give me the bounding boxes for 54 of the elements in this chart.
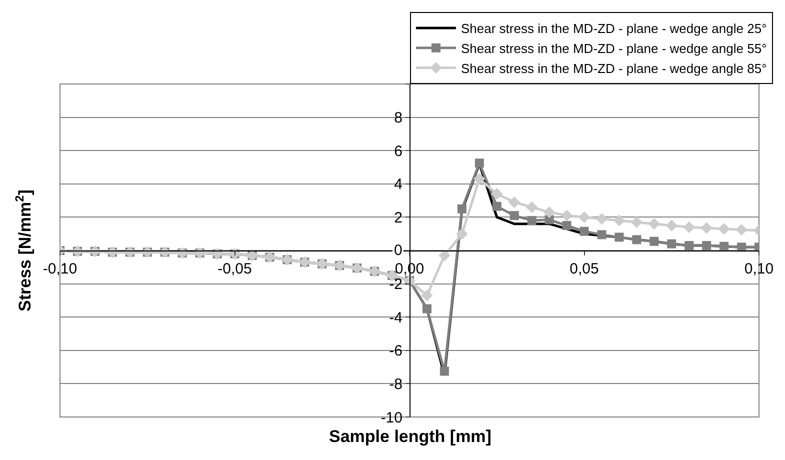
point [650, 236, 659, 246]
point [492, 202, 502, 211]
x-tick-label: 0,10 [744, 260, 774, 278]
point [648, 218, 660, 230]
x-tick-label: -0,10 [42, 260, 78, 278]
y-tick-label: -2 [389, 276, 402, 294]
point [667, 239, 676, 248]
point [440, 366, 449, 376]
point [614, 232, 624, 242]
point [508, 196, 520, 208]
x-axis-title: Sample length [mm] [329, 427, 492, 446]
y-tick-label: -8 [389, 376, 402, 393]
point [596, 213, 608, 225]
legend-label: Shear stress in the MD-ZD - plane - wedge angle 25° [460, 21, 767, 36]
point [580, 226, 589, 236]
y-tick-label: -4 [389, 309, 402, 326]
point [683, 221, 695, 234]
point [438, 250, 450, 262]
x-tick-label: 0,05 [570, 260, 599, 278]
y-tick-label: 6 [394, 142, 402, 160]
point [456, 228, 468, 240]
y-tick-label: -10 [380, 409, 402, 426]
y-tick-label: -6 [389, 342, 402, 360]
point [613, 214, 626, 226]
x-tick-label: -0,05 [218, 260, 252, 278]
point [597, 230, 606, 240]
point [527, 216, 536, 226]
legend-label: Shear stress in the MD-ZD - plane - wedge angle 55° [460, 40, 767, 56]
point [700, 222, 712, 234]
point [632, 235, 642, 244]
point [736, 224, 748, 236]
point [666, 220, 678, 232]
point [578, 211, 590, 224]
y-tick-label: 2 [394, 209, 402, 226]
point [422, 304, 432, 314]
point [457, 204, 466, 214]
y-tick-label: 4 [394, 176, 402, 194]
y-tick-label: 0 [394, 242, 402, 259]
point [421, 290, 433, 302]
y-tick-label: 8 [394, 110, 402, 127]
point [526, 201, 538, 214]
point [562, 221, 572, 230]
point [543, 206, 556, 218]
point [491, 188, 503, 200]
point [560, 210, 573, 222]
legend-label: Shear stress in the MD-ZD - plane - wedge angle 85° [460, 60, 767, 76]
point [718, 223, 730, 235]
point [630, 216, 643, 228]
point [474, 173, 486, 185]
point [510, 211, 519, 220]
point [474, 158, 484, 168]
point [702, 241, 712, 250]
point [684, 241, 694, 250]
point [720, 242, 729, 251]
